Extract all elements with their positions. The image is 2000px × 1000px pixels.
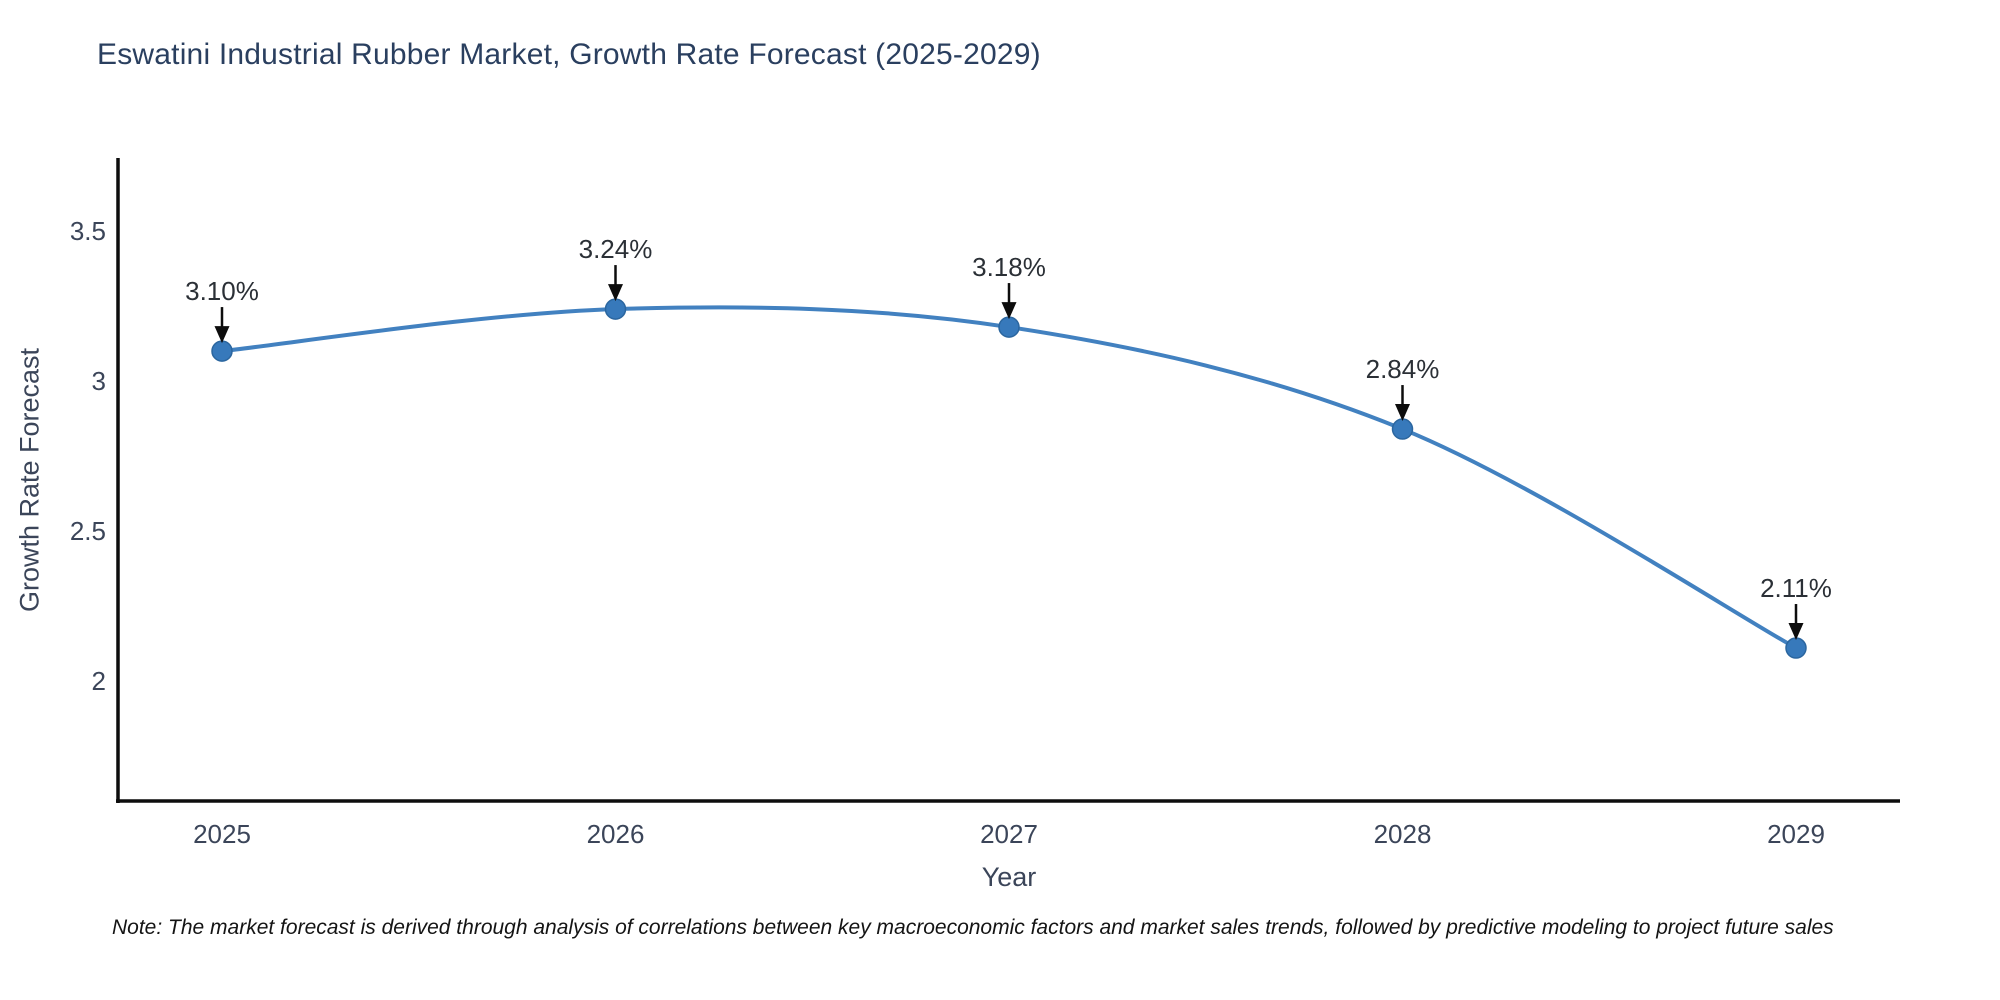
data-point-marker[interactable] [211,340,233,362]
point-value-label: 3.18% [972,252,1046,282]
point-value-label: 3.10% [185,276,259,306]
x-tick-label: 2025 [193,819,251,849]
annotation-arrowhead-icon [608,284,623,302]
annotation-arrowhead-icon [1788,623,1804,641]
growth-rate-line [220,305,1798,651]
x-tick-label: 2029 [1767,819,1825,849]
y-tick-label: 2.5 [70,516,106,546]
x-tick-label: 2028 [1374,819,1432,849]
axes-layer [116,158,1900,803]
point-annotation: 3.18% [972,252,1046,320]
annotation-arrowhead-icon [1395,404,1410,422]
point-annotation: 3.24% [579,234,653,302]
y-tick-label: 3 [92,366,106,396]
chart-title: Eswatini Industrial Rubber Market, Growt… [97,38,1041,71]
point-value-label: 2.84% [1366,354,1440,384]
x-tick-label: 2027 [980,819,1038,849]
annotations-layer: 3.10% 3.24% 3.18% 2.84% 2.11% [185,234,1832,641]
x-tick-label: 2026 [587,819,645,849]
data-point-marker[interactable] [1785,637,1807,659]
footnote: Note: The market forecast is derived thr… [112,916,1834,939]
y-axis-title: Growth Rate Forecast [14,347,45,613]
point-value-label: 3.24% [579,234,653,264]
series-growth-rate [211,298,1807,659]
ticks-layer: 2 2.5 3 3.5 2025 2026 2027 2028 2029 [70,216,1825,849]
point-annotation: 3.10% [185,276,259,344]
y-tick-label: 3.5 [70,216,106,246]
data-point-marker[interactable] [604,298,627,320]
point-annotation: 2.84% [1366,354,1440,422]
data-point-marker[interactable] [1391,418,1414,440]
x-axis-title: Year [981,862,1037,892]
y-tick-label: 2 [92,666,106,696]
annotation-arrowhead-icon [1001,302,1017,320]
annotation-arrowhead-icon [214,326,230,344]
data-point-marker[interactable] [998,316,1020,338]
point-value-label: 2.11% [1760,573,1832,603]
point-annotation: 2.11% [1760,573,1832,641]
